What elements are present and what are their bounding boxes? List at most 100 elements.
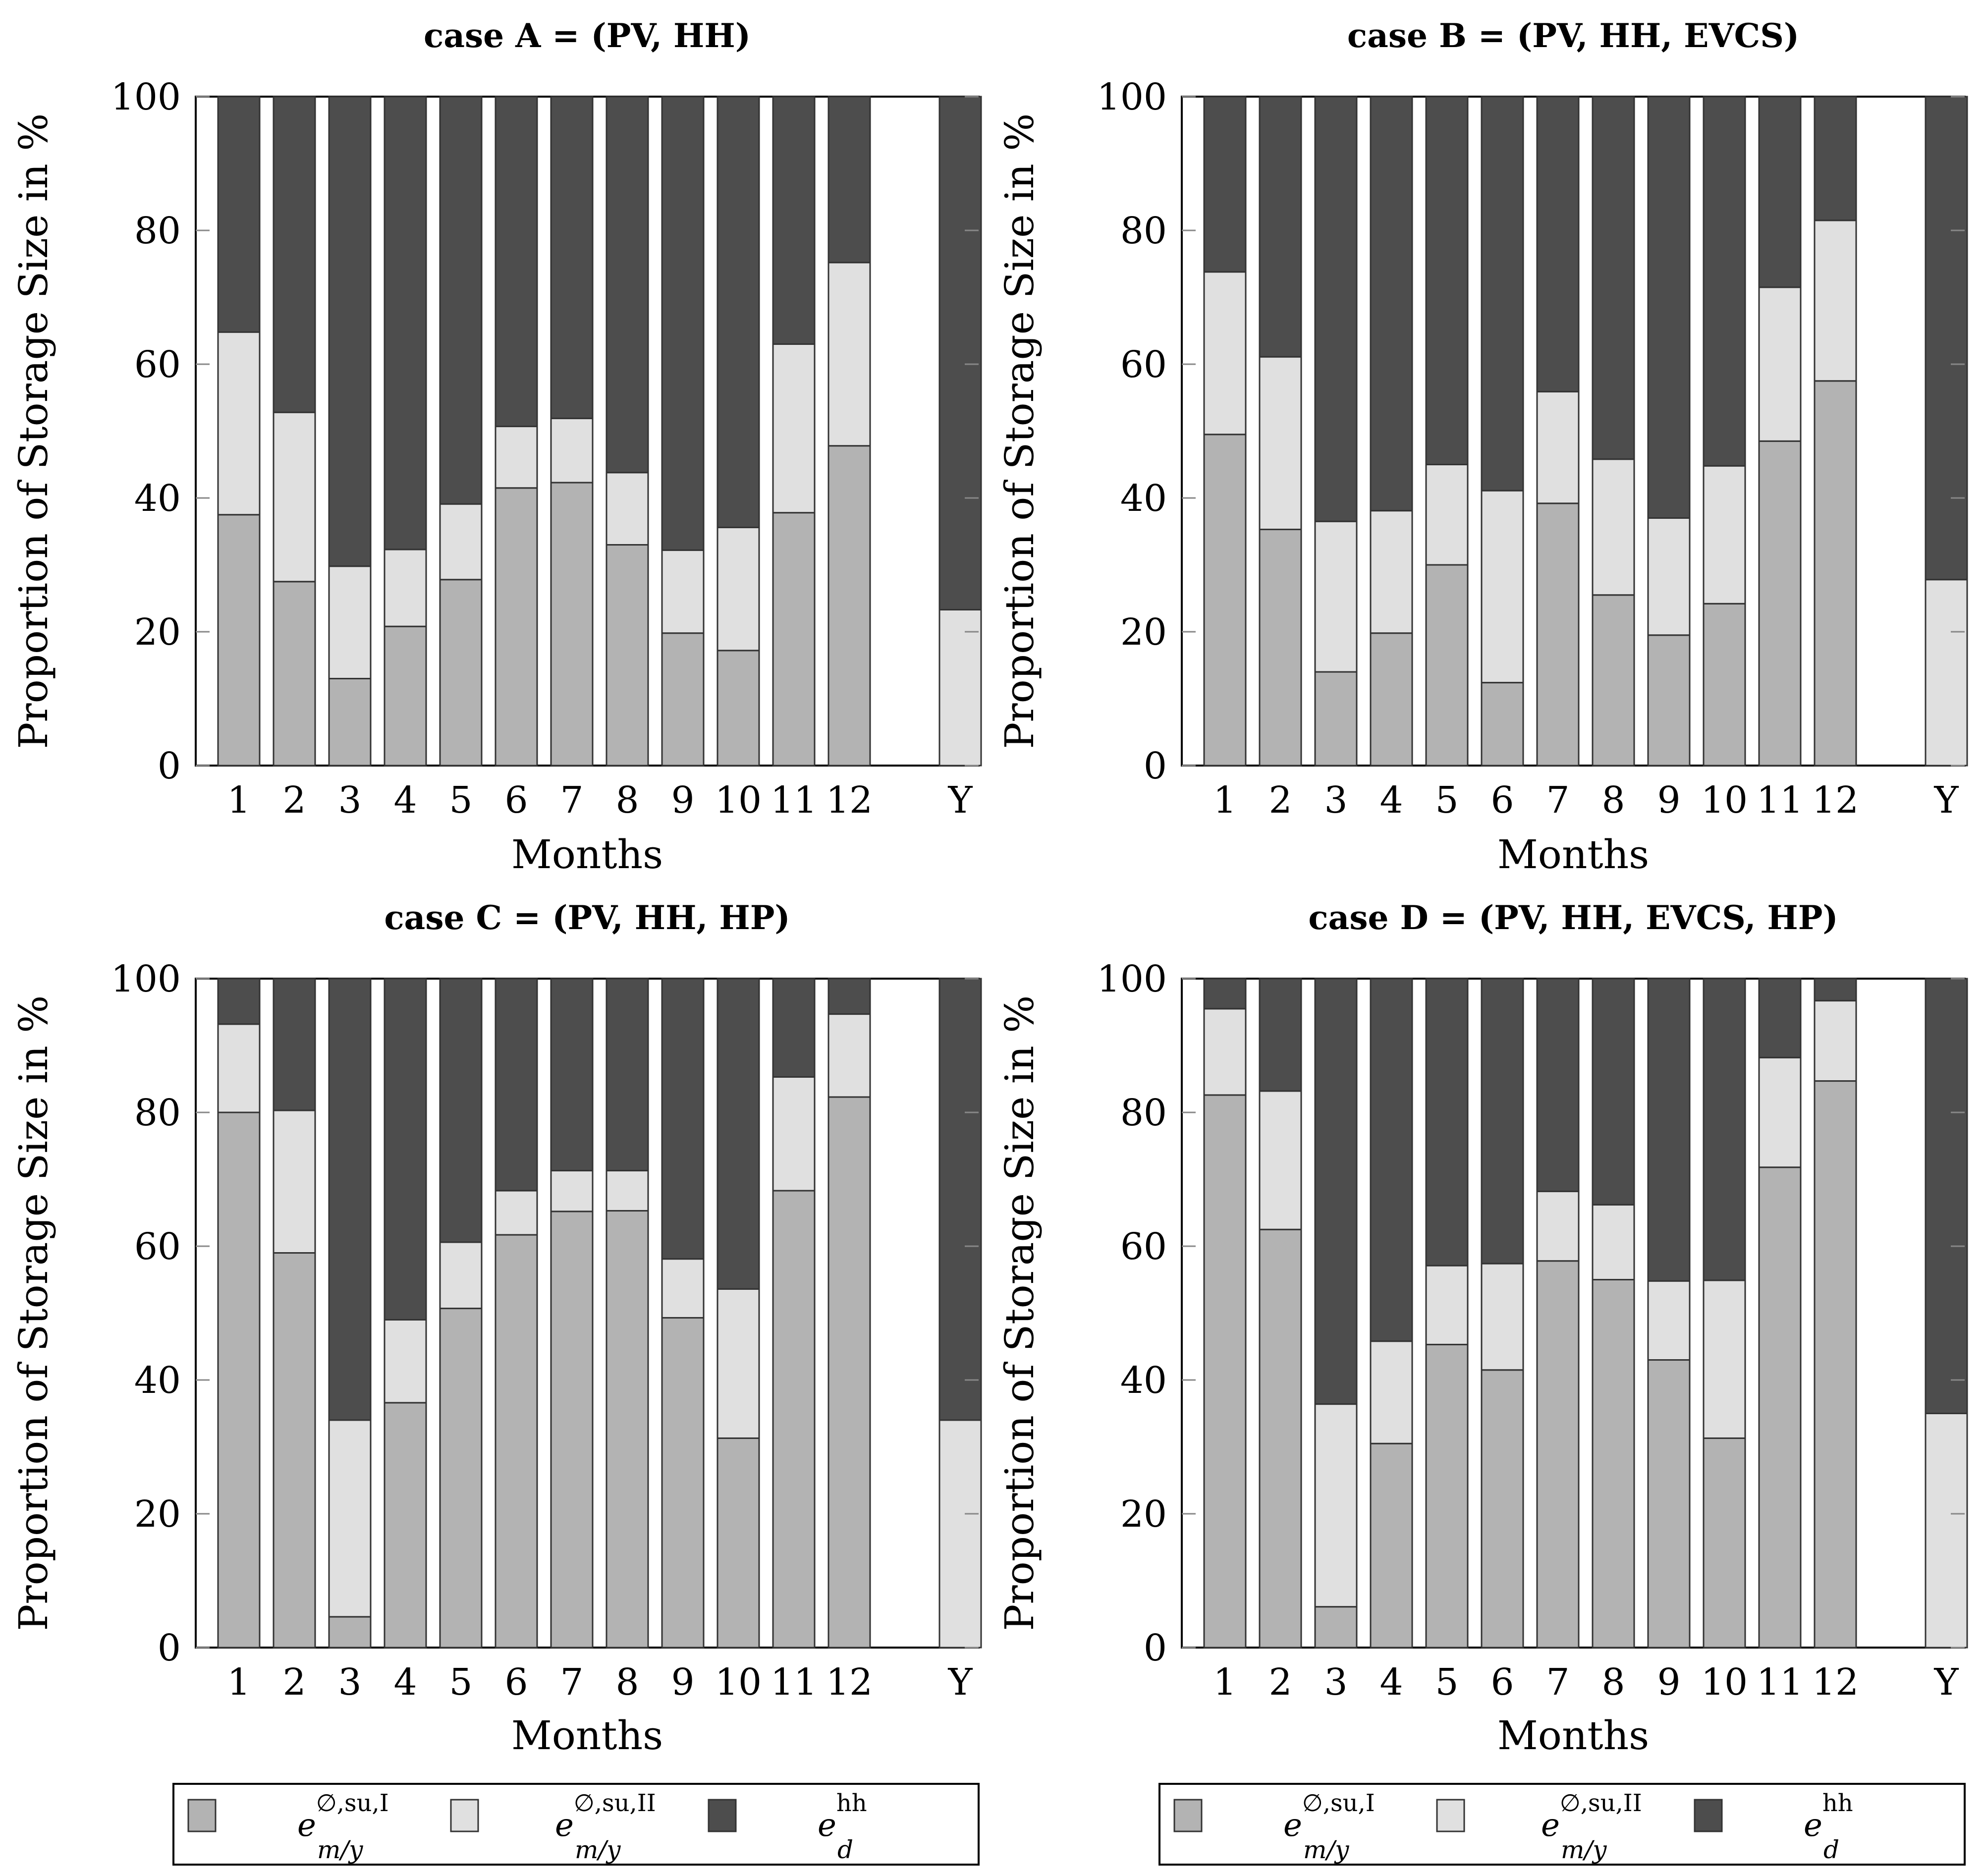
x-tick-label: 2 <box>1268 1661 1292 1704</box>
y-axis-label: Proportion of Storage Size in % <box>996 995 1043 1631</box>
bar-segment-1-3 <box>328 678 372 767</box>
bar-segment-3-8 <box>1592 96 1635 460</box>
bar-segment-2-10 <box>1703 1279 1746 1439</box>
bar-segment-1-4 <box>1370 1442 1413 1649</box>
bar-segment-2-8 <box>1592 1204 1635 1281</box>
y-tick-label: 60 <box>1120 343 1167 386</box>
x-tick-label: 3 <box>338 1661 361 1704</box>
x-tick-label: 9 <box>1657 779 1680 822</box>
x-axis-label: Months <box>511 831 663 878</box>
bar-segment-3-6 <box>495 96 538 428</box>
bar-segment-2-5 <box>439 1241 483 1310</box>
bar-segment-3-1 <box>217 96 261 333</box>
x-tick-label: 8 <box>615 779 639 822</box>
bar-segment-1-6 <box>495 1234 538 1649</box>
x-tick-label: 2 <box>1268 779 1292 822</box>
bar-segment-3-Y <box>938 96 982 610</box>
y-tick-label: 20 <box>134 611 181 654</box>
bar-segment-3-2 <box>1259 96 1302 358</box>
x-tick-label: 7 <box>560 779 583 822</box>
bar-segment-1-4 <box>1370 632 1413 767</box>
bar-segment-3-9 <box>661 978 705 1260</box>
y-tick-label: 0 <box>1144 1627 1167 1669</box>
bar-segment-2-8 <box>606 1169 649 1212</box>
bar-segment-3-5 <box>439 96 483 505</box>
x-tick-label: 3 <box>1324 1661 1347 1704</box>
x-tick-label: 4 <box>393 1661 417 1704</box>
bar-segment-2-1 <box>217 331 261 516</box>
y-tick-label: 20 <box>134 1493 181 1536</box>
legend-swatch-e-m-y-su-II <box>450 1799 479 1832</box>
bar-segment-1-2 <box>1259 528 1302 767</box>
bar-segment-2-Y <box>938 608 982 767</box>
bar-segment-2-1 <box>1203 1008 1247 1096</box>
bar-segment-1-11 <box>1758 1166 1802 1649</box>
y-tick-label: 100 <box>1097 958 1167 1000</box>
bar-segment-1-8 <box>606 544 649 767</box>
x-axis-label: Months <box>1497 1712 1649 1759</box>
bar-segment-2-9 <box>1647 517 1691 636</box>
bar-segment-3-4 <box>1370 978 1413 1342</box>
bar-segment-2-11 <box>1758 1056 1802 1168</box>
bar-segment-1-9 <box>1647 1359 1691 1649</box>
y-tick-label: 40 <box>1120 477 1167 520</box>
bar-segment-3-3 <box>1314 978 1358 1405</box>
bar-segment-2-7 <box>1536 1190 1580 1262</box>
chart-title: case C = (PV, HH, HP) <box>384 898 790 937</box>
x-tick-label: 1 <box>227 779 250 822</box>
bar-segment-1-6 <box>495 487 538 767</box>
bar-segment-1-11 <box>1758 440 1802 767</box>
x-tick-label: 6 <box>504 1661 528 1704</box>
bar-segment-3-7 <box>1536 978 1580 1192</box>
bar-segment-1-6 <box>1481 1369 1524 1649</box>
x-tick-label: 7 <box>1546 1661 1569 1704</box>
x-tick-label: 4 <box>393 779 417 822</box>
bar-segment-3-5 <box>1425 978 1469 1267</box>
legend-label-e-m-y-su-I: e∅,su,I m/y <box>297 1789 389 1864</box>
bar-segment-3-12 <box>1814 96 1857 221</box>
bar-segment-3-8 <box>606 978 649 1171</box>
bar-segment-2-3 <box>328 1419 372 1618</box>
bar-segment-1-1 <box>1203 1094 1247 1649</box>
x-tick-label: 12 <box>826 1661 873 1704</box>
bar-segment-1-12 <box>1814 1080 1857 1649</box>
legend-label-e-d-hh: ehh d <box>1804 1789 1853 1864</box>
legend-label-e-d-hh: ehh d <box>818 1789 867 1864</box>
x-tick-label: 9 <box>671 779 694 822</box>
x-tick-label: 12 <box>1812 1661 1859 1704</box>
legend-1: e∅,su,I m/y e∅,su,II m/y ehh d <box>172 1783 980 1866</box>
bar-segment-2-Y <box>1925 579 1968 767</box>
bar-segment-2-Y <box>938 1419 982 1649</box>
y-tick-label: 20 <box>1120 1493 1167 1536</box>
x-tick-label: 1 <box>1213 1661 1236 1704</box>
x-tick-label: 10 <box>1701 779 1748 822</box>
bar-segment-2-2 <box>1259 1090 1302 1230</box>
bar-segment-1-10 <box>1703 1437 1746 1649</box>
bar-segment-2-11 <box>1758 286 1802 442</box>
bar-segment-2-7 <box>550 417 594 484</box>
legend-swatch-e-d-hh <box>1694 1799 1723 1832</box>
x-tick-label: 3 <box>338 779 361 822</box>
bar-segment-1-1 <box>217 1111 261 1649</box>
x-tick-label: 6 <box>504 779 528 822</box>
bar-segment-3-6 <box>1481 96 1524 492</box>
chart-title: case D = (PV, HH, EVCS, HP) <box>1308 898 1838 937</box>
bar-segment-3-8 <box>606 96 649 474</box>
bar-segment-1-7 <box>550 1211 594 1649</box>
bar-segment-3-10 <box>1703 978 1746 1281</box>
bar-segment-2-4 <box>384 1319 427 1404</box>
bar-segment-2-4 <box>1370 1340 1413 1444</box>
y-axis-label: Proportion of Storage Size in % <box>10 113 56 749</box>
x-tick-label: 9 <box>671 1661 694 1704</box>
bar-segment-2-8 <box>1592 458 1635 596</box>
bar-segment-1-8 <box>606 1210 649 1649</box>
bar-segment-3-7 <box>550 978 594 1171</box>
bar-segment-2-12 <box>827 262 871 447</box>
x-tick-label: 7 <box>560 1661 583 1704</box>
bar-segment-1-12 <box>1814 380 1857 767</box>
x-tick-label: 4 <box>1379 779 1403 822</box>
bar-segment-1-2 <box>273 581 316 767</box>
y-tick-label: 0 <box>158 1627 181 1669</box>
x-tick-label: 5 <box>1435 779 1458 822</box>
